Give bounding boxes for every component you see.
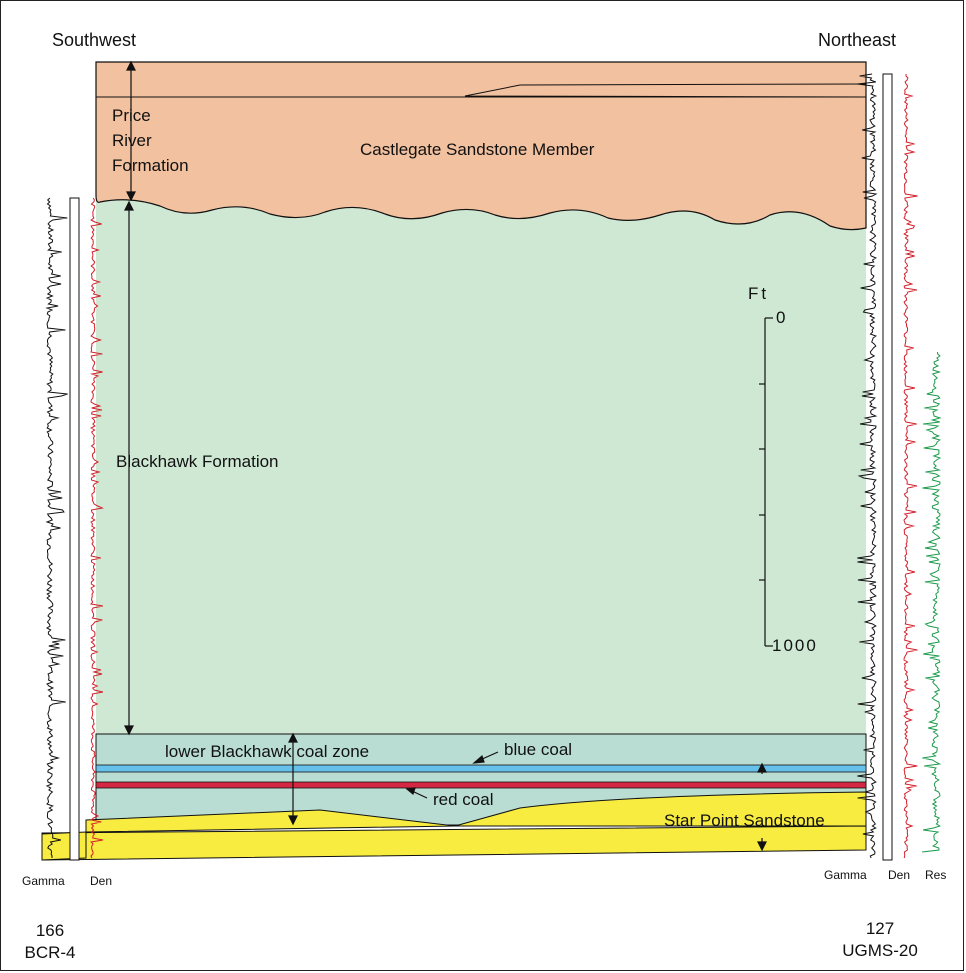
right-resistivity-log bbox=[922, 351, 942, 853]
right-well-id: 127 UGMS-20 bbox=[830, 918, 930, 962]
red-coal-label: red coal bbox=[433, 790, 494, 809]
scale-unit-label: Ft bbox=[748, 284, 770, 303]
direction-left-label: Southwest bbox=[52, 30, 137, 50]
left-well-name: BCR-4 bbox=[24, 943, 76, 962]
right-well-number: 127 bbox=[865, 919, 895, 938]
blackhawk-formation-unit bbox=[96, 200, 866, 735]
left-gamma-label: Gamma bbox=[22, 874, 65, 888]
right-density-log bbox=[903, 74, 918, 859]
depth-scale-bar bbox=[759, 317, 773, 647]
scale-top-label: 0 bbox=[776, 308, 786, 327]
arrows bbox=[124, 60, 767, 852]
blackhawk-label: Blackhawk Formation bbox=[116, 452, 279, 471]
left-density-log bbox=[90, 197, 104, 859]
left-well-id: 166 BCR-4 bbox=[20, 920, 80, 964]
price-river-formation-unit bbox=[95, 61, 867, 231]
blue-coal-label: blue coal bbox=[504, 740, 573, 759]
direction-right-label: Northeast bbox=[818, 30, 897, 50]
left-den-label: Den bbox=[90, 874, 113, 888]
blue-coal-bed bbox=[95, 764, 867, 773]
right-gamma-log bbox=[857, 73, 878, 859]
right-den-label: Den bbox=[888, 868, 911, 882]
right-well-borehole bbox=[882, 73, 893, 861]
star-point-label: Star Point Sandstone bbox=[664, 811, 825, 830]
price-river-line3: Formation bbox=[112, 156, 189, 175]
scale-bottom-label: 1000 bbox=[772, 636, 818, 655]
price-river-line2: River bbox=[112, 131, 152, 150]
right-gamma-label: Gamma bbox=[824, 868, 867, 882]
coal-zone-label: lower Blackhawk coal zone bbox=[165, 742, 370, 761]
red-coal-bed bbox=[95, 781, 867, 789]
left-well-borehole bbox=[69, 197, 80, 861]
left-gamma-log bbox=[45, 197, 68, 859]
star-point-tongue-right bbox=[454, 791, 867, 827]
left-well-number: 166 bbox=[35, 921, 65, 940]
castlegate-tongue bbox=[464, 83, 867, 98]
right-res-label: Res bbox=[925, 868, 947, 882]
star-point-tongue-left bbox=[85, 809, 456, 833]
right-well-name: UGMS-20 bbox=[842, 941, 918, 960]
price-river-line1: Price bbox=[112, 106, 151, 125]
castlegate-label: Castlegate Sandstone Member bbox=[360, 140, 595, 159]
